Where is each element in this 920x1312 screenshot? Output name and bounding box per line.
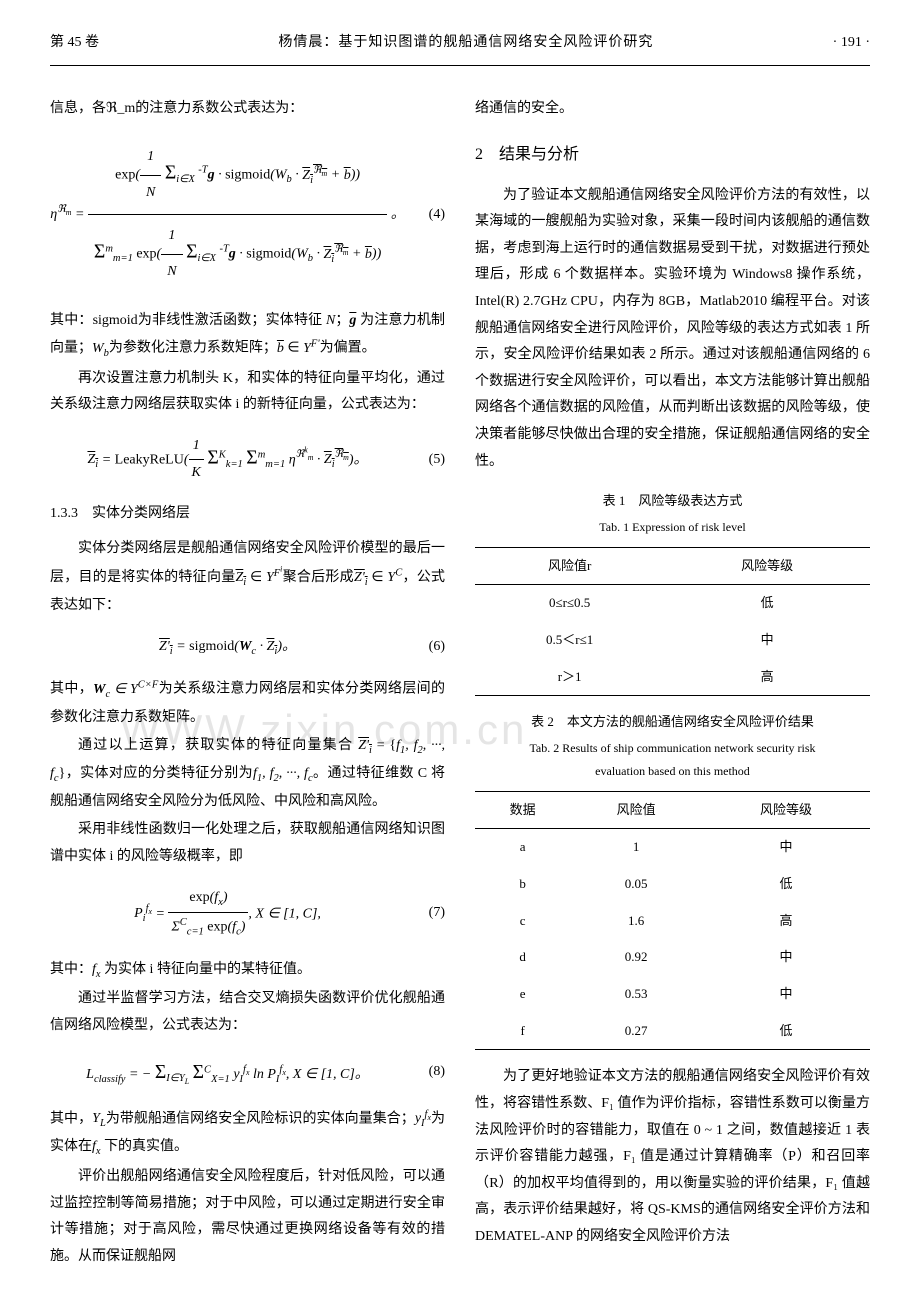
equation-content: ηℜm = exp(1N Σi∈X -Tg · sigmoid(Wb · Ziℜ… (50, 136, 405, 293)
table-header: 风险值r (475, 547, 664, 585)
equation-number: (8) (405, 1059, 445, 1086)
equation-content: Z'i = sigmoid(Wc · Zi)。 (50, 634, 405, 662)
paragraph: 其中：sigmoid为非线性激活函数；实体特征 N；g 为注意力机制向量；Wb为… (50, 308, 445, 364)
page-header: 第 45 卷 杨倩晨：基于知识图谱的舰船通信网络安全风险评价研究 · 191 · (50, 30, 870, 66)
table-header: 风险等级 (702, 791, 870, 829)
equation-4: ηℜm = exp(1N Σi∈X -Tg · sigmoid(Wb · Ziℜ… (50, 136, 445, 293)
section-title: 结果与分析 (499, 146, 579, 163)
table-2: 数据 风险值 风险等级 a1中 b0.05低 c1.6高 d0.92中 e0.5… (475, 791, 870, 1051)
paragraph: 通过半监督学习方法，结合交叉熵损失函数评价优化舰船通信网络风险模型，公式表达为： (50, 986, 445, 1039)
paragraph: 为了更好地验证本文方法的舰船通信网络安全风险评价有效性，将容错性系数、F₁ 值作… (475, 1064, 870, 1250)
section-number: 2 (475, 146, 483, 163)
table-title-en: Tab. 2 Results of ship communication net… (475, 737, 870, 783)
table-row: a1中 (475, 829, 870, 866)
table-1: 风险值r 风险等级 0≤r≤0.5低 0.5＜r≤1中 r＞1高 (475, 547, 870, 697)
table-2-block: 表 2 本文方法的舰船通信网络安全风险评价结果 Tab. 2 Results o… (475, 710, 870, 1050)
table-header: 数据 (475, 791, 570, 829)
table-row: d0.92中 (475, 939, 870, 976)
paragraph: 其中，Wc ∈ ΥC×F为关系级注意力网络层和实体分类网络层间的参数化注意力系数… (50, 675, 445, 731)
paragraph: 采用非线性函数归一化处理之后，获取舰船通信网络知识图谱中实体 i 的风险等级概率… (50, 817, 445, 870)
table-row: f0.27低 (475, 1013, 870, 1050)
paragraph: 再次设置注意力机制头 K，和实体的特征向量平均化，通过关系级注意力网络层获取实体… (50, 366, 445, 419)
table-title-en: Tab. 1 Expression of risk level (475, 516, 870, 539)
table-title-cn: 表 2 本文方法的舰船通信网络安全风险评价结果 (475, 710, 870, 735)
table-row: b0.05低 (475, 866, 870, 903)
table-1-block: 表 1 风险等级表达方式 Tab. 1 Expression of risk l… (475, 489, 870, 696)
table-row: e0.53中 (475, 976, 870, 1013)
equation-number: (6) (405, 634, 445, 661)
equation-6: Z'i = sigmoid(Wc · Zi)。 (6) (50, 634, 445, 662)
table-row: r＞1高 (475, 659, 870, 696)
table-header: 风险值 (570, 791, 702, 829)
paragraph: 信息，各ℜ_m的注意力系数公式表达为： (50, 96, 445, 123)
paragraph: 络通信的安全。 (475, 96, 870, 123)
paragraph: 实体分类网络层是舰船通信网络安全风险评价模型的最后一层，目的是将实体的特征向量Z… (50, 536, 445, 620)
equation-content: Zi = LeakyReLU(1K ΣKk=1 Σmm=1 ηℜkm · Ziℜ… (50, 433, 405, 487)
paragraph: 其中，YL为带舰船通信网络安全风险标识的实体向量集合；yIfx为实体在fx 下的… (50, 1105, 445, 1162)
equation-number: (7) (405, 900, 445, 927)
equation-content: Pifx = exp(fx)ΣCc=1 exp(fc), X ∈ [1, C], (50, 885, 405, 943)
equation-8: Lclassify = − ΣI∈YL ΣCX=1 yIfx ln PIfx, … (50, 1054, 445, 1091)
equation-5: Zi = LeakyReLU(1K ΣKk=1 Σmm=1 ηℜkm · Ziℜ… (50, 433, 445, 487)
equation-number: (4) (405, 202, 445, 229)
header-volume: 第 45 卷 (50, 30, 99, 57)
section-heading: 2 结果与分析 (475, 140, 870, 170)
header-title: 杨倩晨：基于知识图谱的舰船通信网络安全风险评价研究 (278, 30, 653, 57)
equation-number: (5) (405, 447, 445, 474)
paragraph: 为了验证本文舰船通信网络安全风险评价方法的有效性，以某海域的一艘舰船为实验对象，… (475, 183, 870, 476)
table-title-cn: 表 1 风险等级表达方式 (475, 489, 870, 514)
equation-content: Lclassify = − ΣI∈YL ΣCX=1 yIfx ln PIfx, … (50, 1054, 405, 1091)
equation-7: Pifx = exp(fx)ΣCc=1 exp(fc), X ∈ [1, C],… (50, 885, 445, 943)
header-page-number: · 191 · (833, 30, 870, 57)
paragraph: 评价出舰船网络通信安全风险程度后，针对低风险，可以通过监控控制等简易措施；对于中… (50, 1164, 445, 1270)
paragraph: 其中：fx 为实体 i 特征向量中的某特征值。 (50, 957, 445, 985)
table-row: c1.6高 (475, 903, 870, 940)
paragraph: 通过以上运算，获取实体的特征向量集合 Z'i = {f1, f2, ···, f… (50, 733, 445, 815)
table-header: 风险等级 (664, 547, 870, 585)
table-row: 0.5＜r≤1中 (475, 622, 870, 659)
table-row: 0≤r≤0.5低 (475, 585, 870, 622)
content-columns: 信息，各ℜ_m的注意力系数公式表达为： ηℜm = exp(1N Σi∈X -T… (50, 96, 870, 1271)
subsection-heading: 1.3.3 实体分类网络层 (50, 501, 445, 528)
